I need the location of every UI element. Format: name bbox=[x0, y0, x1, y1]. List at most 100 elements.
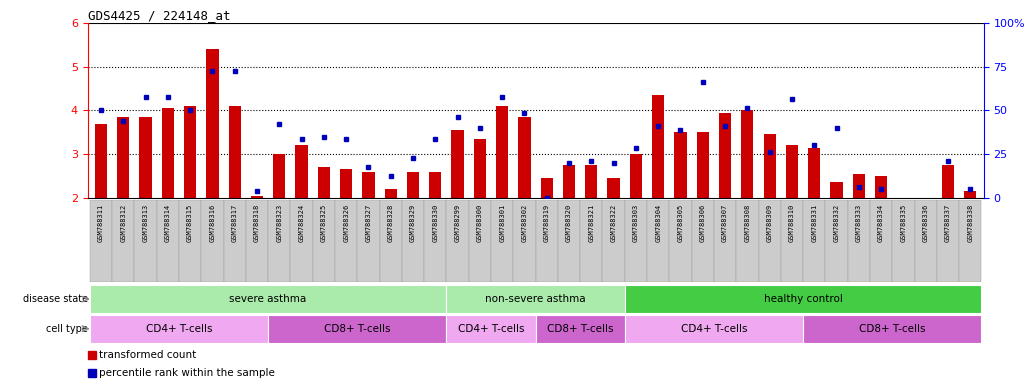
Bar bbox=[424, 200, 446, 282]
Bar bbox=[117, 117, 130, 198]
Bar bbox=[90, 200, 112, 282]
Bar bbox=[803, 315, 982, 343]
Bar bbox=[268, 200, 290, 282]
Bar bbox=[139, 117, 151, 198]
Bar bbox=[446, 315, 536, 343]
Bar bbox=[246, 200, 268, 282]
Bar bbox=[407, 172, 419, 198]
Bar bbox=[536, 315, 625, 343]
Text: percentile rank within the sample: percentile rank within the sample bbox=[99, 367, 275, 377]
Text: GSM788337: GSM788337 bbox=[945, 204, 951, 242]
Bar bbox=[625, 200, 647, 282]
Bar bbox=[541, 178, 553, 198]
Bar bbox=[558, 200, 580, 282]
Text: GSM788305: GSM788305 bbox=[678, 204, 684, 242]
Bar bbox=[290, 200, 313, 282]
Bar bbox=[491, 200, 513, 282]
Text: GSM788323: GSM788323 bbox=[276, 204, 282, 242]
Bar bbox=[809, 147, 820, 198]
Bar bbox=[696, 132, 709, 198]
Bar bbox=[496, 106, 508, 198]
Bar bbox=[313, 200, 335, 282]
Text: cell type: cell type bbox=[46, 324, 88, 334]
Bar bbox=[134, 200, 157, 282]
Text: GSM788338: GSM788338 bbox=[967, 204, 973, 242]
Text: GSM788333: GSM788333 bbox=[856, 204, 862, 242]
Bar bbox=[874, 176, 887, 198]
Bar bbox=[964, 191, 976, 198]
Bar bbox=[184, 106, 197, 198]
Bar bbox=[937, 200, 959, 282]
Bar bbox=[647, 200, 670, 282]
Bar bbox=[224, 200, 246, 282]
Bar bbox=[251, 195, 263, 198]
Text: GSM788318: GSM788318 bbox=[254, 204, 260, 242]
Text: GSM788336: GSM788336 bbox=[923, 204, 929, 242]
Bar bbox=[563, 165, 575, 198]
Bar bbox=[446, 200, 469, 282]
Text: CD8+ T-cells: CD8+ T-cells bbox=[859, 324, 926, 334]
Bar bbox=[357, 200, 380, 282]
Text: GSM788327: GSM788327 bbox=[366, 204, 372, 242]
Bar bbox=[335, 200, 357, 282]
Text: GSM788328: GSM788328 bbox=[387, 204, 393, 242]
Bar bbox=[340, 169, 352, 198]
Text: non-severe asthma: non-severe asthma bbox=[485, 294, 586, 304]
Text: GSM788315: GSM788315 bbox=[187, 204, 193, 242]
Text: GSM788307: GSM788307 bbox=[722, 204, 728, 242]
Bar bbox=[870, 200, 892, 282]
Bar bbox=[162, 108, 174, 198]
Bar bbox=[112, 200, 134, 282]
Bar bbox=[608, 178, 620, 198]
Text: GSM788330: GSM788330 bbox=[433, 204, 439, 242]
Text: GSM788304: GSM788304 bbox=[655, 204, 661, 242]
Text: GSM788335: GSM788335 bbox=[900, 204, 906, 242]
Bar bbox=[201, 200, 224, 282]
Bar bbox=[625, 285, 982, 313]
Text: GSM788303: GSM788303 bbox=[632, 204, 639, 242]
Bar bbox=[474, 139, 486, 198]
Bar bbox=[430, 172, 442, 198]
Text: GSM788320: GSM788320 bbox=[566, 204, 572, 242]
Bar bbox=[603, 200, 625, 282]
Bar bbox=[758, 200, 781, 282]
Bar bbox=[446, 285, 625, 313]
Bar bbox=[518, 117, 530, 198]
Text: CD8+ T-cells: CD8+ T-cells bbox=[324, 324, 390, 334]
Bar bbox=[803, 200, 825, 282]
Bar bbox=[670, 200, 691, 282]
Bar bbox=[830, 182, 843, 198]
Bar bbox=[652, 95, 664, 198]
Text: GSM788301: GSM788301 bbox=[500, 204, 505, 242]
Bar bbox=[513, 200, 536, 282]
Text: GSM788313: GSM788313 bbox=[142, 204, 148, 242]
Text: GSM788311: GSM788311 bbox=[98, 204, 104, 242]
Bar bbox=[273, 154, 285, 198]
Text: GSM788312: GSM788312 bbox=[121, 204, 127, 242]
Bar bbox=[691, 200, 714, 282]
Bar bbox=[317, 167, 330, 198]
Bar bbox=[95, 124, 107, 198]
Bar bbox=[915, 200, 937, 282]
Bar bbox=[229, 106, 241, 198]
Text: GSM788332: GSM788332 bbox=[833, 204, 839, 242]
Text: GSM788310: GSM788310 bbox=[789, 204, 795, 242]
Text: GSM788306: GSM788306 bbox=[699, 204, 706, 242]
Bar bbox=[848, 200, 870, 282]
Text: CD8+ T-cells: CD8+ T-cells bbox=[547, 324, 614, 334]
Bar bbox=[90, 285, 446, 313]
Bar bbox=[959, 200, 982, 282]
Text: GSM788299: GSM788299 bbox=[454, 204, 460, 242]
Bar bbox=[825, 200, 848, 282]
Text: healthy control: healthy control bbox=[763, 294, 843, 304]
Bar bbox=[580, 200, 603, 282]
Bar bbox=[781, 200, 803, 282]
Bar bbox=[90, 315, 268, 343]
Bar bbox=[742, 111, 754, 198]
Text: disease state: disease state bbox=[23, 294, 88, 304]
Bar bbox=[451, 130, 464, 198]
Bar bbox=[920, 198, 932, 235]
Bar bbox=[625, 315, 803, 343]
Bar bbox=[941, 165, 954, 198]
Text: GSM788322: GSM788322 bbox=[611, 204, 617, 242]
